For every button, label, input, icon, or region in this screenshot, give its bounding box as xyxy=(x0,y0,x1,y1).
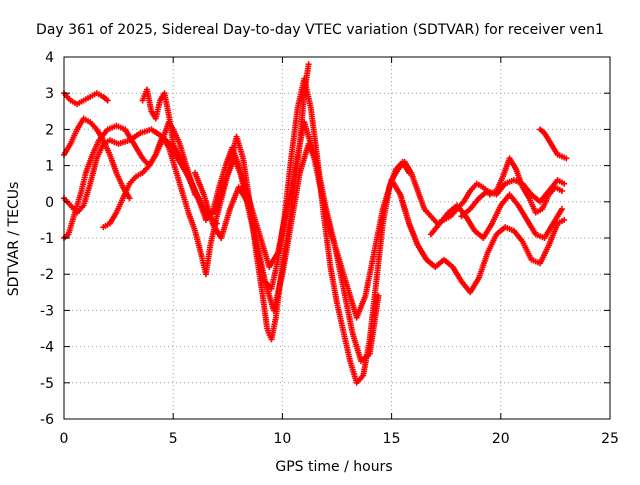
y-tick-label: -5 xyxy=(40,376,54,392)
y-tick-label: -1 xyxy=(40,231,54,247)
chart-title: Day 361 of 2025, Sidereal Day-to-day VTE… xyxy=(36,22,604,38)
y-tick-label: -2 xyxy=(40,267,54,283)
x-tick-label: 5 xyxy=(169,431,178,447)
data-series xyxy=(458,177,568,220)
data-point-marker xyxy=(305,61,312,68)
x-axis-label: GPS time / hours xyxy=(275,459,392,475)
x-tick-label: 20 xyxy=(492,431,510,447)
y-tick-label: 1 xyxy=(45,159,54,175)
data-point-marker xyxy=(561,180,568,187)
x-tick-label: 0 xyxy=(60,431,69,447)
y-tick-label: 3 xyxy=(45,86,54,102)
x-tick-label: 15 xyxy=(383,431,401,447)
y-tick-label: -4 xyxy=(40,340,54,356)
data-point-marker xyxy=(104,97,111,104)
data-point-marker xyxy=(558,206,565,213)
x-tick-label: 25 xyxy=(601,431,619,447)
data-point-marker xyxy=(563,155,570,162)
data-point-marker xyxy=(561,216,568,223)
x-tick-label: 10 xyxy=(273,431,291,447)
data-series xyxy=(61,90,111,108)
grid-lines xyxy=(64,57,610,419)
axes: 0 5 10 15 20 25 -6 -5 -4 -3 -2 -1 0 1 2 3 4 xyxy=(40,50,619,447)
y-tick-label: 0 xyxy=(45,195,54,211)
data-point-marker xyxy=(558,187,565,194)
data-points xyxy=(61,61,570,386)
data-series xyxy=(537,126,570,162)
y-tick-label: -3 xyxy=(40,303,54,319)
data-series xyxy=(427,191,565,241)
data-series xyxy=(192,140,382,365)
y-tick-label: 4 xyxy=(45,50,54,66)
data-point-marker xyxy=(126,195,133,202)
data-point-marker xyxy=(375,292,382,299)
y-tick-label: -6 xyxy=(40,412,54,428)
data-series xyxy=(61,115,133,202)
y-axis-label: SDTVAR / TECUs xyxy=(6,182,22,297)
y-tick-label: 2 xyxy=(45,122,54,138)
data-series xyxy=(397,191,568,296)
